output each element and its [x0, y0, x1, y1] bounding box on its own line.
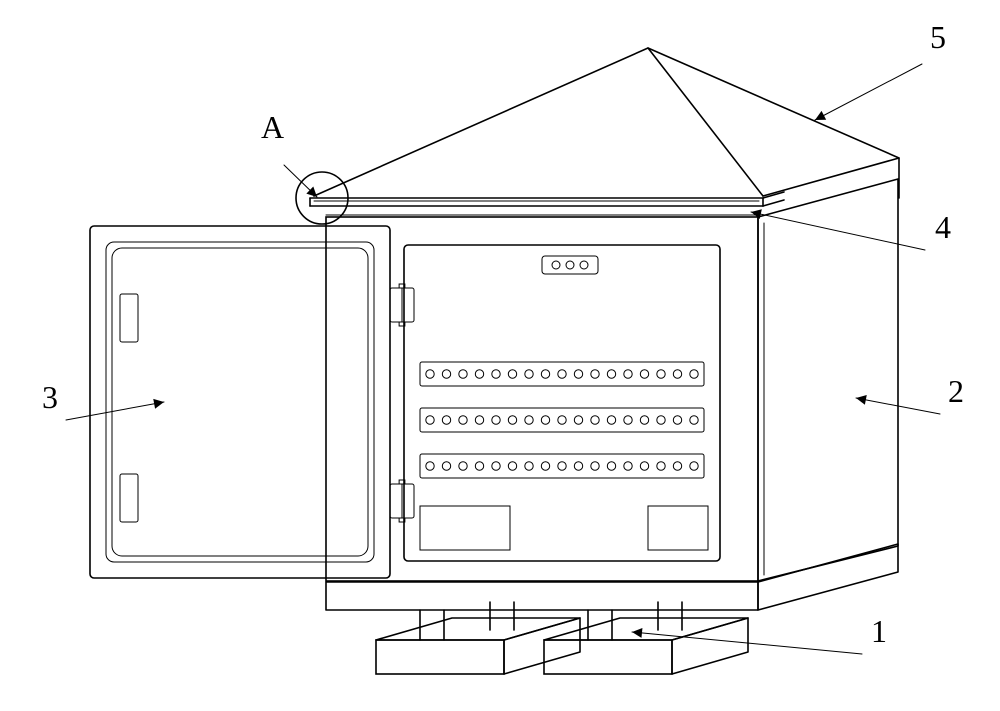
label-L3: 3	[42, 379, 58, 415]
label-L4: 4	[935, 209, 951, 245]
label-A: A	[261, 109, 284, 145]
label-L1: 1	[871, 613, 887, 649]
label-L5: 5	[930, 19, 946, 55]
label-L2: 2	[948, 373, 964, 409]
